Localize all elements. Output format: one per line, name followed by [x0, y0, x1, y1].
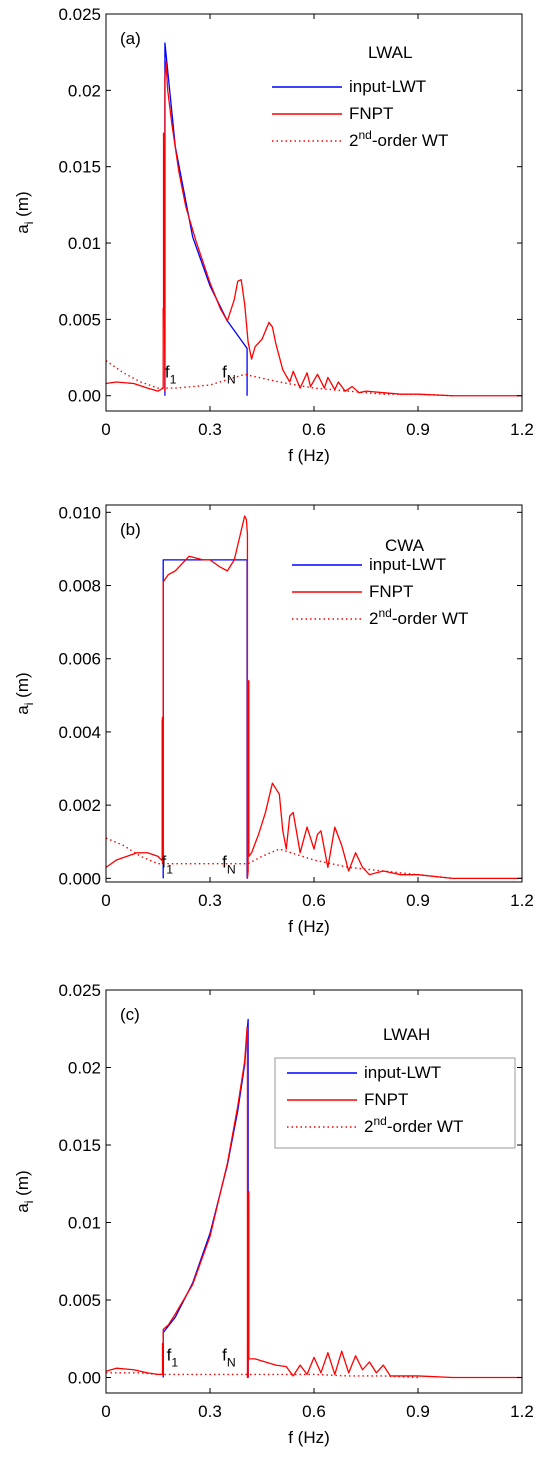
y-tick-label: 0.005: [58, 310, 101, 329]
x-tick-label: 0.6: [302, 891, 326, 910]
panel-label: (b): [120, 520, 141, 539]
series-second_order: [106, 1372, 419, 1379]
plot-frame: [105, 504, 523, 883]
y-tick-label: 0.006: [58, 650, 101, 669]
y-tick-label: 0.00: [68, 387, 101, 406]
panel-1: 0 0.3 0.6 0.9 1.2 0.000 0.002 0.004 0.006 0.008 0.…: [13, 503, 534, 936]
marker-f1: f1: [161, 852, 173, 876]
x-tick-label: 1.2: [510, 891, 534, 910]
y-tick-label: 0.008: [58, 577, 101, 596]
y-tick-label: 0.015: [58, 158, 101, 177]
y-tick-label: 0.02: [68, 1059, 101, 1078]
series-second_order: [106, 837, 453, 880]
y-axis-label: ai (m): [13, 1170, 36, 1212]
x-tick-label: 0: [101, 891, 110, 910]
marker-fN: fN: [222, 852, 236, 876]
legend-entry-fnpt: FNPT: [369, 582, 413, 601]
x-axis-label: f (Hz): [288, 1428, 330, 1447]
y-axis-label: ai (m): [13, 672, 36, 714]
y-tick-label: 0.025: [58, 981, 101, 1000]
legend-entry-second_order: 2nd-order WT: [364, 1114, 463, 1136]
series-input: [164, 42, 248, 396]
series-second_order: [106, 360, 453, 397]
case-label: LWAL: [368, 43, 412, 62]
series-fnpt: [106, 515, 522, 879]
y-tick-label: 0.02: [68, 81, 101, 100]
x-tick-label: 0.9: [406, 420, 430, 439]
x-tick-label: 0.9: [406, 891, 430, 910]
legend-entry-input: input-LWT: [349, 77, 426, 96]
x-tick-label: 0.3: [198, 420, 222, 439]
series-input: [162, 559, 248, 879]
marker-fN: fN: [222, 1345, 236, 1369]
x-tick-label: 0.9: [406, 1402, 430, 1421]
legend: input-LWT FNPT 2nd-order WT: [292, 555, 468, 628]
legend-entry-second_order: 2nd-order WT: [349, 128, 448, 150]
legend-entry-fnpt: FNPT: [364, 1090, 408, 1109]
legend-entry-input: input-LWT: [364, 1063, 441, 1082]
y-tick-label: 0.004: [58, 723, 101, 742]
legend-entry-input: input-LWT: [369, 555, 446, 574]
panel-0: 0 0.3 0.6 0.9 1.2 0.00 0.005 0.01 0.015 0.02 0.025…: [13, 5, 534, 465]
y-tick-label: 0.000: [58, 869, 101, 888]
x-tick-label: 0.6: [302, 1402, 326, 1421]
x-tick-label: 1.2: [510, 420, 534, 439]
legend: input-LWT FNPT 2nd-order WT: [272, 77, 448, 150]
y-tick-label: 0.015: [58, 1136, 101, 1155]
x-tick-label: 1.2: [510, 1402, 534, 1421]
panel-2: 0 0.3 0.6 0.9 1.2 0.00 0.005 0.01 0.015 0.02 0.025…: [13, 981, 534, 1447]
y-tick-label: 0.002: [58, 796, 101, 815]
x-tick-label: 0: [101, 1402, 110, 1421]
legend-entry-second_order: 2nd-order WT: [369, 606, 468, 628]
marker-f1: f1: [165, 362, 177, 386]
x-tick-label: 0.6: [302, 420, 326, 439]
y-tick-label: 0.01: [68, 234, 101, 253]
y-tick-label: 0.010: [58, 503, 101, 522]
legend-entry-fnpt: FNPT: [349, 104, 393, 123]
series-input: [162, 1018, 249, 1378]
y-tick-label: 0.025: [58, 5, 101, 24]
x-axis-label: f (Hz): [288, 917, 330, 936]
legend: input-LWT FNPT 2nd-order WT: [274, 1057, 516, 1149]
panel-label: (a): [120, 29, 141, 48]
x-axis-label: f (Hz): [288, 446, 330, 465]
x-tick-label: 0.3: [198, 891, 222, 910]
y-tick-label: 0.005: [58, 1291, 101, 1310]
plot-frame: [105, 989, 523, 1394]
series-fnpt: [106, 60, 522, 397]
x-tick-label: 0: [101, 420, 110, 439]
series-fnpt: [106, 1026, 522, 1379]
y-axis-label: ai (m): [13, 191, 36, 233]
marker-fN: fN: [222, 362, 236, 386]
case-label: LWAH: [383, 1025, 430, 1044]
marker-f1: f1: [167, 1345, 179, 1369]
case-label: CWA: [385, 536, 425, 555]
y-tick-label: 0.00: [68, 1369, 101, 1388]
y-tick-label: 0.01: [68, 1214, 101, 1233]
x-tick-label: 0.3: [198, 1402, 222, 1421]
panel-label: (c): [120, 1005, 140, 1024]
